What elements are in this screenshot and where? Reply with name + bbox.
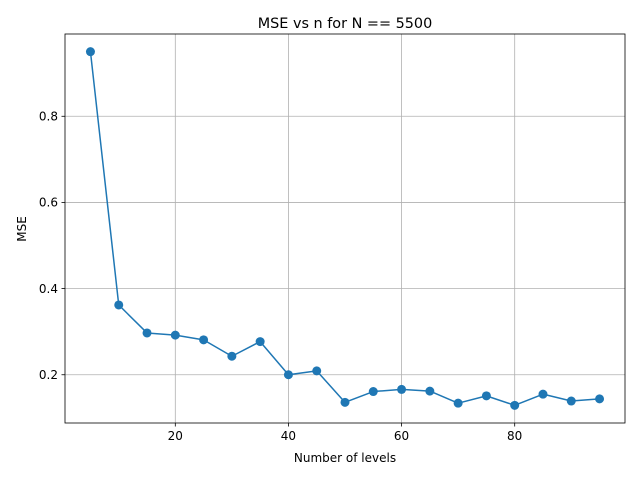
data-point [538,389,548,399]
y-axis-label: MSE [15,216,29,242]
plot-frame [64,33,626,424]
data-point [510,400,520,410]
data-point [453,398,463,408]
data-point [595,394,605,404]
data-point [368,387,378,397]
data-point [255,337,265,347]
x-tick-label: 60 [394,429,409,443]
data-point [283,370,293,380]
x-tick-label: 40 [281,429,296,443]
y-tick-label: 0.2 [39,368,58,382]
data-point [199,335,209,345]
data-point [481,391,491,401]
data-point [312,366,322,376]
grid [65,34,625,423]
data-point [340,397,350,407]
x-axis-label: Number of levels [294,451,396,465]
series-layer [85,47,605,410]
data-point [566,396,576,406]
y-tick-label: 0.4 [39,282,58,296]
x-tick-label: 20 [168,429,183,443]
y-tick-label: 0.6 [39,196,58,210]
data-point [170,330,180,340]
chart-title: MSE vs n for N == 5500 [258,16,433,32]
x-tick-label: 80 [507,429,522,443]
data-point [114,300,124,310]
y-tick-label: 0.8 [39,110,58,124]
data-point [397,384,407,394]
data-point [142,328,152,338]
data-point [85,47,95,57]
data-point [425,386,435,396]
data-point [227,351,237,361]
ticks: 20 40 60 80 0.2 0.4 0.6 0.8 [39,110,522,443]
